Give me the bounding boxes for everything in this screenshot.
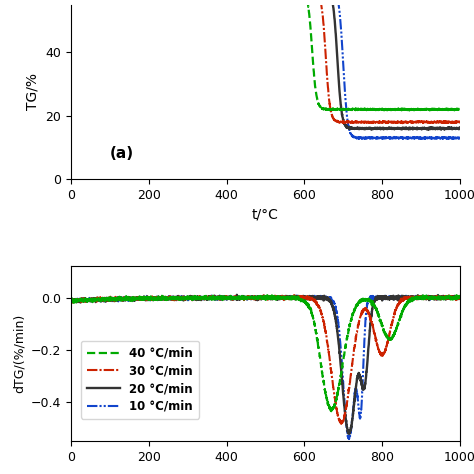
X-axis label: t/°C: t/°C	[252, 208, 279, 221]
Y-axis label: dTG/(%/min): dTG/(%/min)	[12, 314, 26, 393]
Legend: 40 °C/min, 30 °C/min, 20 °C/min, 10 °C/min: 40 °C/min, 30 °C/min, 20 °C/min, 10 °C/m…	[81, 341, 199, 419]
Y-axis label: TG/%: TG/%	[26, 73, 40, 110]
Text: (a): (a)	[110, 146, 134, 161]
